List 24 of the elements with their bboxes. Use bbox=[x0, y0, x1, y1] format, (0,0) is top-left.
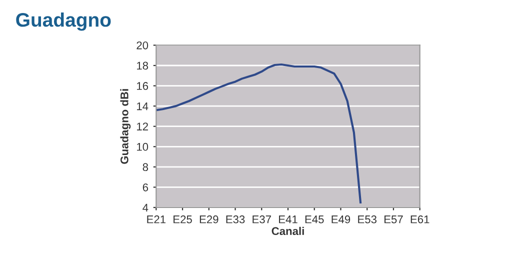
x-tick-label: E57 bbox=[384, 216, 403, 224]
y-tick-label: 14 bbox=[137, 102, 148, 110]
chart-title: Guadagno bbox=[16, 12, 111, 31]
x-tick-label: E29 bbox=[200, 215, 218, 224]
y-tick-label: 4 bbox=[142, 204, 148, 212]
line-series bbox=[156, 63, 362, 204]
x-tick-label: E41 bbox=[279, 216, 298, 224]
x-tick-label: E49 bbox=[332, 215, 350, 224]
x-tick-label: E45 bbox=[305, 216, 324, 224]
x-tick-label: E25 bbox=[174, 215, 192, 224]
y-tick-label: 10 bbox=[137, 142, 148, 151]
y-tick-label: 12 bbox=[137, 122, 148, 130]
x-tick-label: E33 bbox=[226, 215, 245, 224]
y-tick-label: 16 bbox=[137, 82, 148, 90]
y-tick-label: 8 bbox=[142, 163, 148, 172]
y-axis-title: Guadagno dBi bbox=[120, 89, 131, 164]
y-tick-label: 20 bbox=[136, 41, 148, 50]
x-tick-label: E21 bbox=[147, 215, 166, 224]
x-axis-title: Canali bbox=[272, 226, 304, 236]
x-tick-label: E61 bbox=[410, 215, 430, 224]
x-tick-label: E37 bbox=[252, 215, 271, 224]
x-tick-label: E53 bbox=[358, 215, 376, 224]
y-tick-label: 6 bbox=[142, 183, 148, 192]
y-tick-label: 18 bbox=[137, 62, 148, 70]
